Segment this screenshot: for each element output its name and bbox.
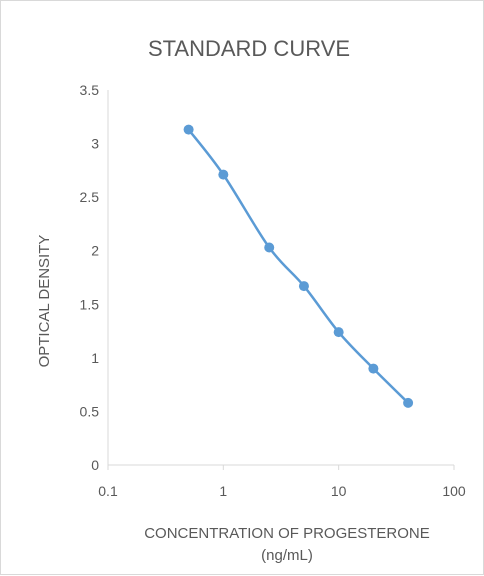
y-tick-label: 0.5 [80, 403, 100, 419]
y-tick-label: 0 [91, 457, 99, 473]
y-axis-title: OPTICAL DENSITY [36, 235, 53, 368]
x-tick-label: 10 [331, 483, 347, 499]
data-point [183, 124, 194, 135]
y-tick-label: 3 [91, 136, 99, 152]
data-point [403, 397, 414, 408]
data-point [333, 327, 344, 338]
y-tick-labels: 0 0.5 1 1.5 2 2.5 3 3.5 [80, 82, 100, 473]
data-point [218, 169, 229, 180]
data-point [298, 281, 309, 292]
x-tick-label: 100 [442, 483, 466, 499]
x-tick-label: 1 [219, 483, 227, 499]
x-tick-label: 0.1 [98, 483, 118, 499]
x-tick-labels: 0.1 1 10 100 [98, 465, 466, 499]
data-point [368, 363, 379, 374]
y-tick-label: 3.5 [80, 82, 100, 98]
y-tick-label: 2.5 [80, 189, 100, 205]
y-tick-label: 2 [91, 243, 99, 259]
series-layer [183, 124, 414, 408]
x-axis-title-line1: CONCENTRATION OF PROGESTERONE [144, 525, 430, 542]
chart-title: STANDARD CURVE [148, 36, 350, 61]
x-axis-title-line2: (ng/mL) [261, 547, 313, 564]
y-tick-label: 1 [91, 350, 99, 366]
data-point [264, 242, 275, 253]
y-tick-label: 1.5 [80, 296, 100, 312]
